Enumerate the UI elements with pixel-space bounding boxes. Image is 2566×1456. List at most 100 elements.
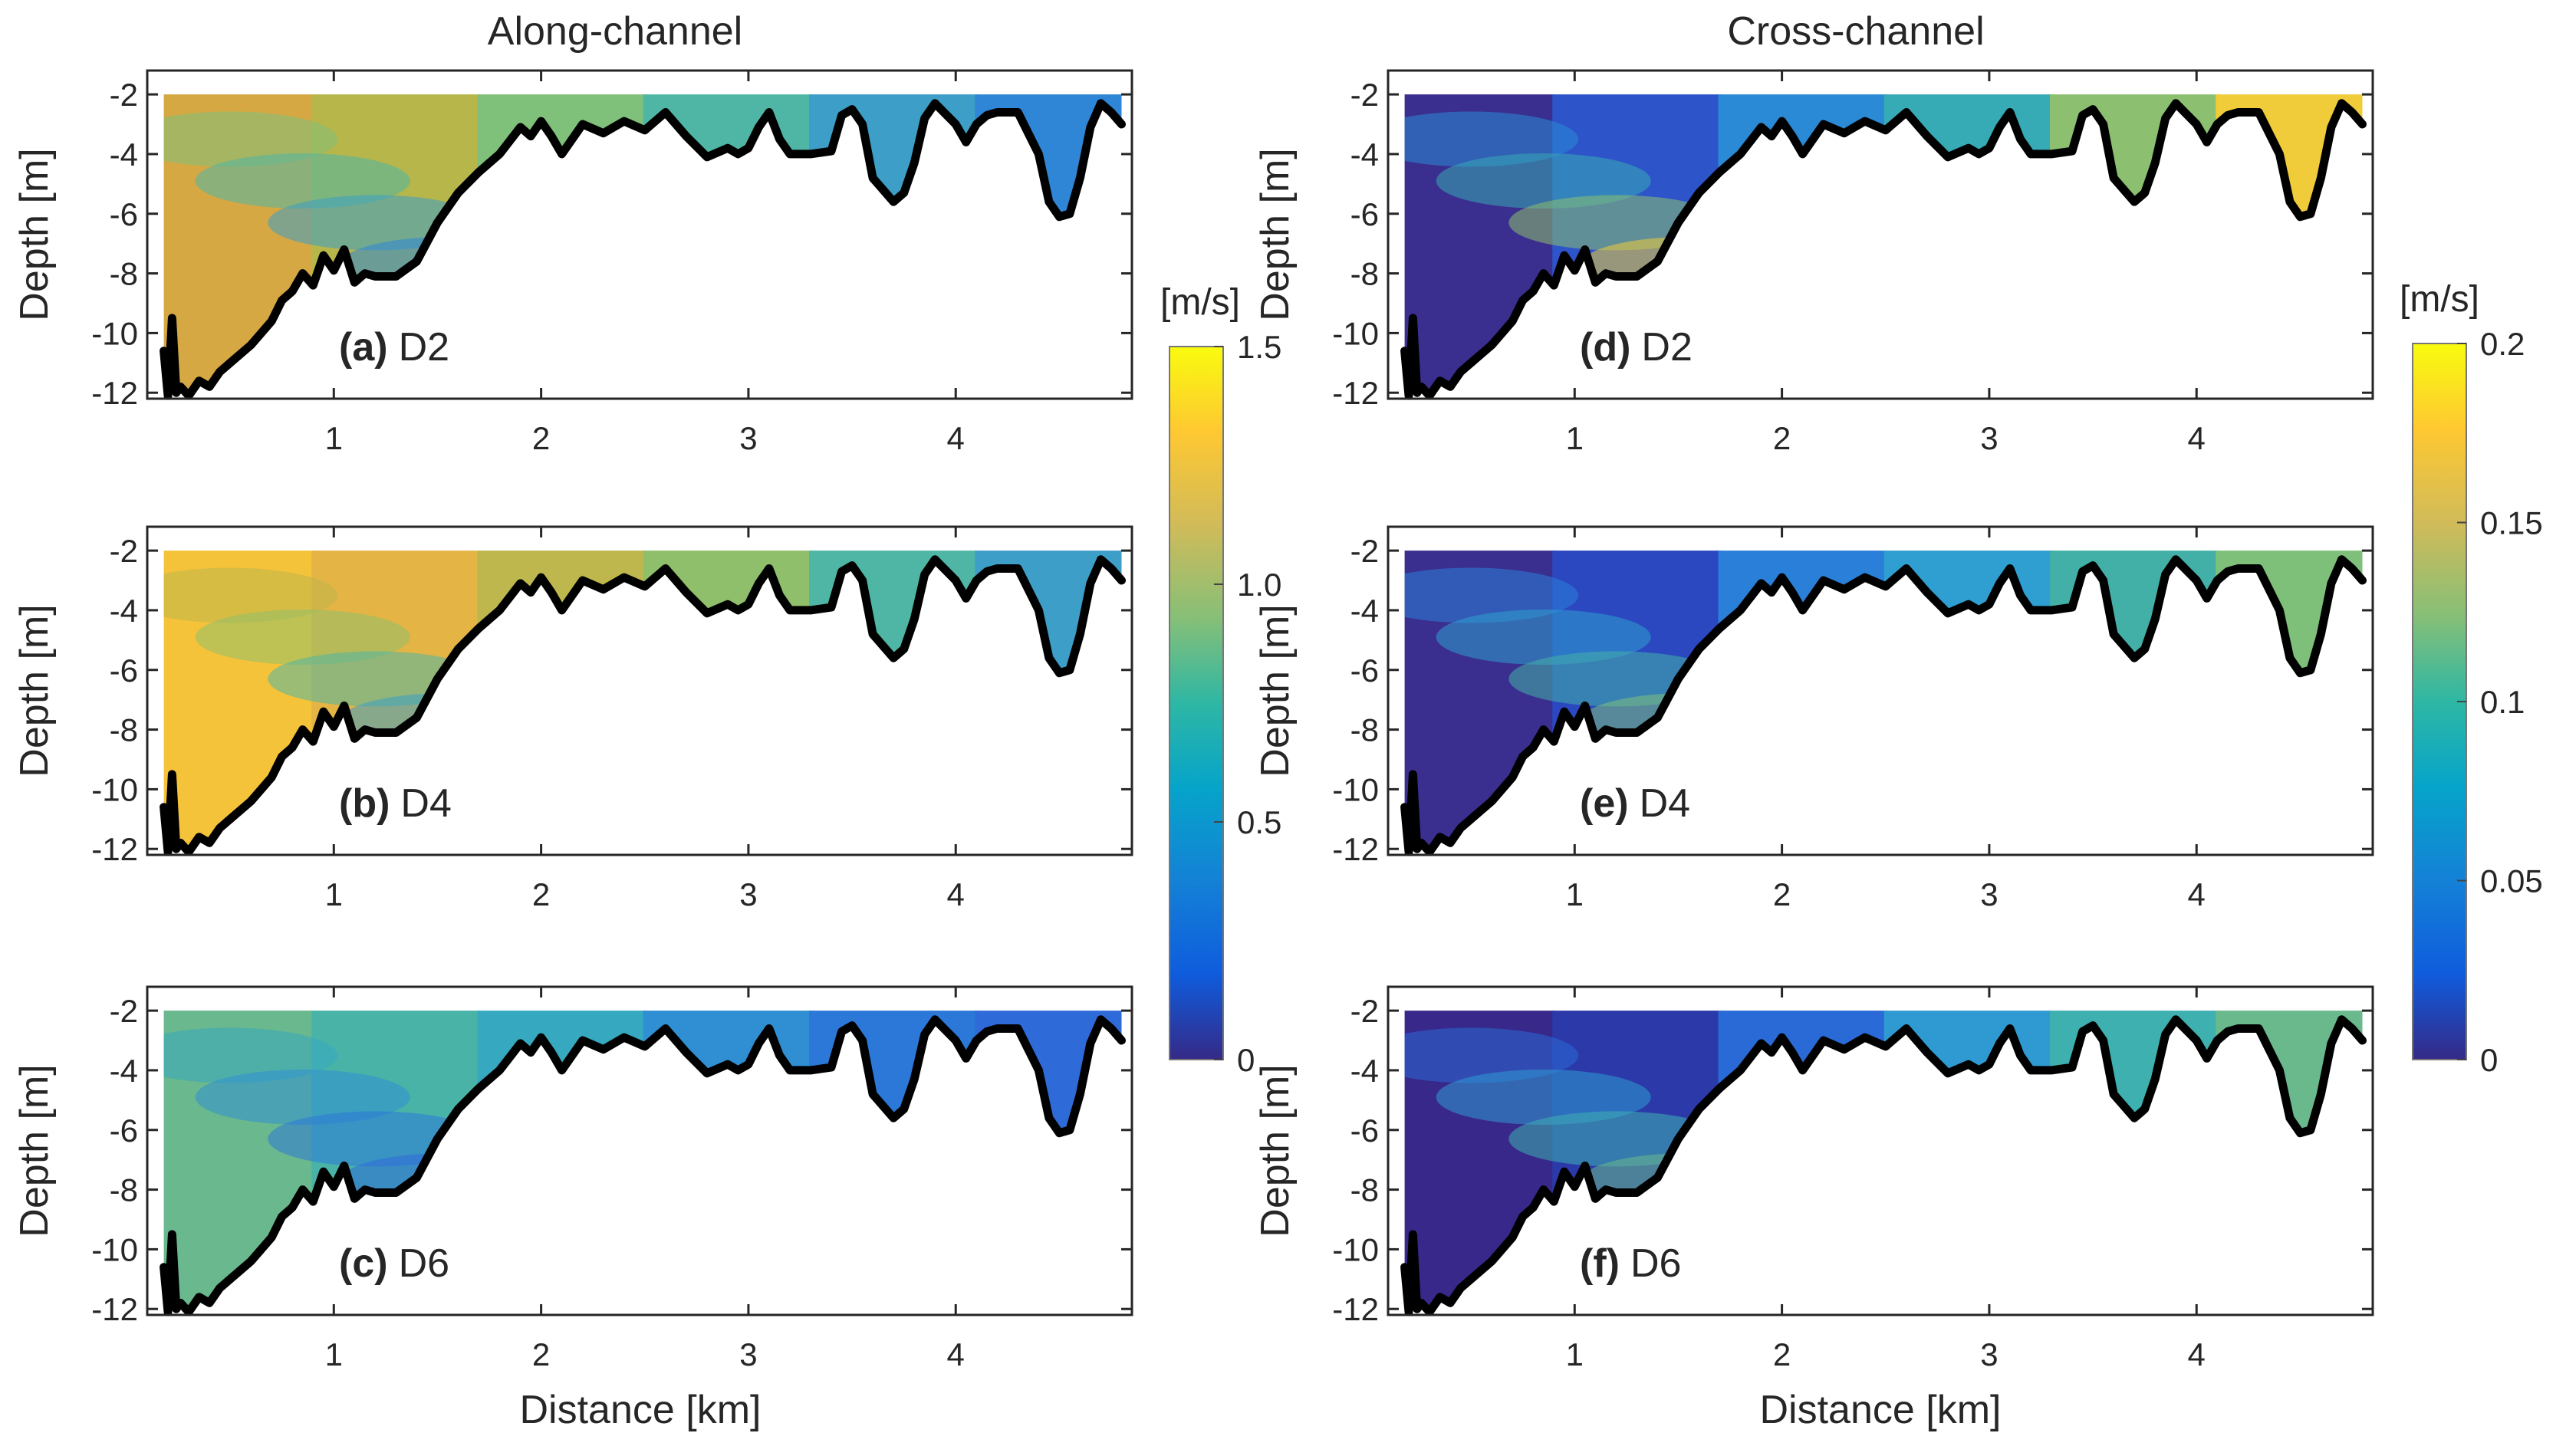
y-tick-label: -6 (110, 1113, 138, 1149)
x-tick-label: 2 (1773, 876, 1791, 912)
y-tick-label: -4 (1350, 593, 1379, 629)
y-axis-label: Depth [m] (1253, 148, 1298, 320)
y-tick-label: -2 (1350, 993, 1379, 1029)
velocity-patch (1581, 1152, 1796, 1208)
velocity-patch (195, 153, 410, 209)
x-tick-label: 1 (1566, 420, 1584, 456)
colorbar-tick-label: 0.15 (2480, 505, 2543, 541)
axes-box (1387, 69, 2374, 400)
panel-letter: (b) (339, 781, 390, 826)
panel-name: D2 (1641, 325, 1692, 370)
velocity-patch (163, 567, 338, 623)
x-tick-label: 2 (1773, 1336, 1791, 1372)
x-tick-label: 2 (1773, 420, 1791, 456)
velocity-patch (1726, 1236, 1942, 1292)
velocity-field (163, 551, 1122, 853)
x-tick-label: 2 (532, 1336, 550, 1372)
velocity-patch (485, 320, 701, 376)
x-tick-label: 3 (1980, 1336, 1998, 1372)
velocity-field (1404, 551, 2363, 853)
x-tick-label: 1 (1566, 1336, 1584, 1372)
axes-box (146, 525, 1133, 856)
panel-label: (d) D2 (1580, 325, 1693, 370)
bathymetry-line (1400, 99, 2367, 400)
bathymetry-line (1400, 555, 2367, 856)
velocity-patch (1404, 1027, 1579, 1083)
y-tick-label: -12 (1332, 375, 1379, 411)
y-axis-label: Depth [m] (12, 148, 57, 320)
panel-name: D6 (1630, 1241, 1681, 1286)
x-tick-label: 3 (1980, 420, 1998, 456)
y-tick-label: -12 (91, 831, 138, 867)
velocity-patch (485, 1236, 701, 1292)
panel-a: -2 -4 -6 -8 -10 -12 1 2 3 4 Depth [m] (a) D2 (12, 69, 1133, 456)
colorbar-tick-label: 1.0 (1237, 567, 1281, 603)
velocity-patch (1436, 1069, 1651, 1125)
y-tick-label: -6 (1350, 196, 1379, 232)
colorbars: [m/s] 0 0.5 1.0 1.5 [m/s] 0 0.05 0.1 0.15 0.2 (1160, 279, 2543, 1078)
bathymetry-line (160, 99, 1126, 400)
y-tick-label: -4 (1350, 1053, 1379, 1089)
panel-e: -2 -4 -6 -8 -10 -12 1 2 3 4 Depth [m] (e) D4 (1253, 525, 2374, 912)
y-tick-label: -4 (110, 1053, 138, 1089)
y-tick-label: -12 (1332, 1291, 1379, 1327)
bathymetry-line (160, 555, 1126, 856)
velocity-patch (340, 236, 555, 292)
x-tick-label: 4 (2188, 1336, 2206, 1372)
bathymetry-line (160, 1015, 1126, 1316)
colorbar-tick-label: 0.1 (2480, 684, 2525, 720)
velocity-patch (163, 1027, 338, 1083)
x-tick-label: 3 (739, 420, 757, 456)
axes-box (146, 985, 1133, 1316)
panel-letter: (e) (1580, 781, 1629, 826)
column-title-along: Along-channel (488, 9, 742, 54)
x-tick-label: 2 (532, 420, 550, 456)
panel-letter: (d) (1580, 325, 1630, 370)
x-tick-label: 4 (947, 420, 965, 456)
velocity-patch (1726, 776, 1942, 832)
colorbar-along: [m/s] 0 0.5 1.0 1.5 (1160, 282, 1281, 1078)
colorbar-tick-label: 0.05 (2480, 863, 2543, 899)
panel-f: -2 -4 -6 -8 -10 -12 1 2 3 4 Depth [m] (f) D6 (1253, 985, 2374, 1372)
y-tick-label: -8 (1350, 256, 1379, 292)
colorbar-tick-label: 0.2 (2480, 326, 2525, 362)
y-tick-label: -12 (1332, 831, 1379, 867)
velocity-field (1404, 1011, 2363, 1313)
velocity-patch (1404, 567, 1579, 623)
panel-d: -2 -4 -6 -8 -10 -12 1 2 3 4 Depth [m] (d) D2 (1253, 69, 2374, 456)
velocity-patch (1581, 692, 1796, 748)
colorbar-unit: [m/s] (1160, 282, 1240, 323)
velocity-field (163, 94, 1122, 396)
panel-label: (e) D4 (1580, 781, 1690, 826)
panel-name: D2 (399, 325, 449, 370)
velocity-field (1404, 94, 2363, 396)
y-tick-label: -10 (91, 315, 138, 351)
panel-letter: (a) (339, 325, 388, 370)
velocity-patch (340, 692, 555, 748)
y-tick-label: -2 (1350, 77, 1379, 113)
y-tick-label: -12 (91, 1291, 138, 1327)
panel-name: D6 (399, 1241, 449, 1286)
velocity-patch (1581, 236, 1796, 292)
colorbar-cross: [m/s] 0 0.05 0.1 0.15 0.2 (2400, 279, 2543, 1078)
y-axis-label: Depth [m] (12, 604, 57, 777)
x-tick-label: 1 (325, 1336, 343, 1372)
x-tick-label: 4 (2188, 876, 2206, 912)
axes-box (146, 69, 1133, 400)
velocity-patch (1726, 320, 1942, 376)
panel-name: D4 (400, 781, 451, 826)
y-tick-label: -2 (110, 993, 138, 1029)
y-tick-label: -10 (1332, 771, 1379, 807)
y-tick-label: -6 (110, 652, 138, 689)
y-tick-label: -10 (91, 1231, 138, 1267)
x-tick-label: 4 (947, 876, 965, 912)
y-tick-label: -4 (110, 136, 138, 173)
y-tick-label: -8 (110, 256, 138, 292)
panel-label: (f) D6 (1580, 1241, 1681, 1286)
x-tick-label: 2 (532, 876, 550, 912)
x-tick-label: 1 (325, 876, 343, 912)
x-axis-label-right: Distance [km] (1760, 1388, 2002, 1432)
x-tick-label: 1 (1566, 876, 1584, 912)
velocity-patch (1436, 609, 1651, 665)
